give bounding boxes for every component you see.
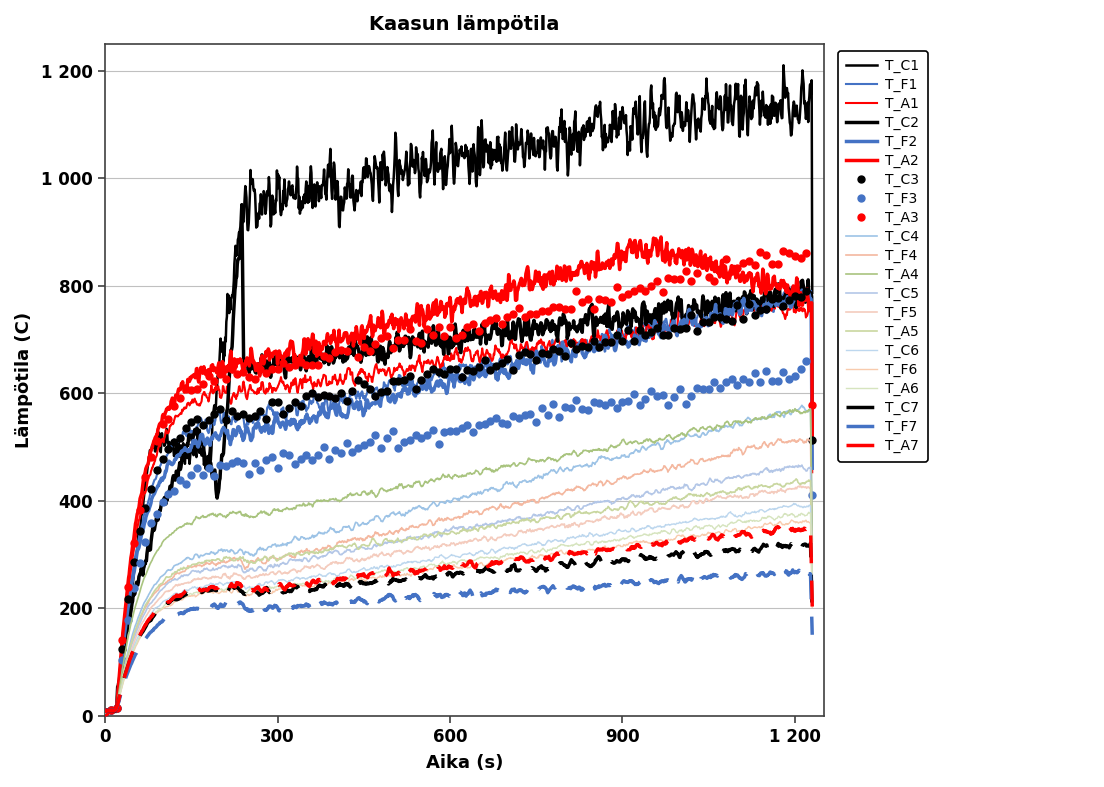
Title: Kaasun lämpötila: Kaasun lämpötila [369, 15, 560, 34]
X-axis label: Aika (s): Aika (s) [426, 754, 503, 772]
Y-axis label: Lämpötila (C): Lämpötila (C) [15, 312, 33, 448]
Legend: T_C1, T_F1, T_A1, T_C2, T_F2, T_A2, T_C3, T_F3, T_A3, T_C4, T_F4, T_A4, T_C5, T_: T_C1, T_F1, T_A1, T_C2, T_F2, T_A2, T_C3… [838, 51, 927, 462]
